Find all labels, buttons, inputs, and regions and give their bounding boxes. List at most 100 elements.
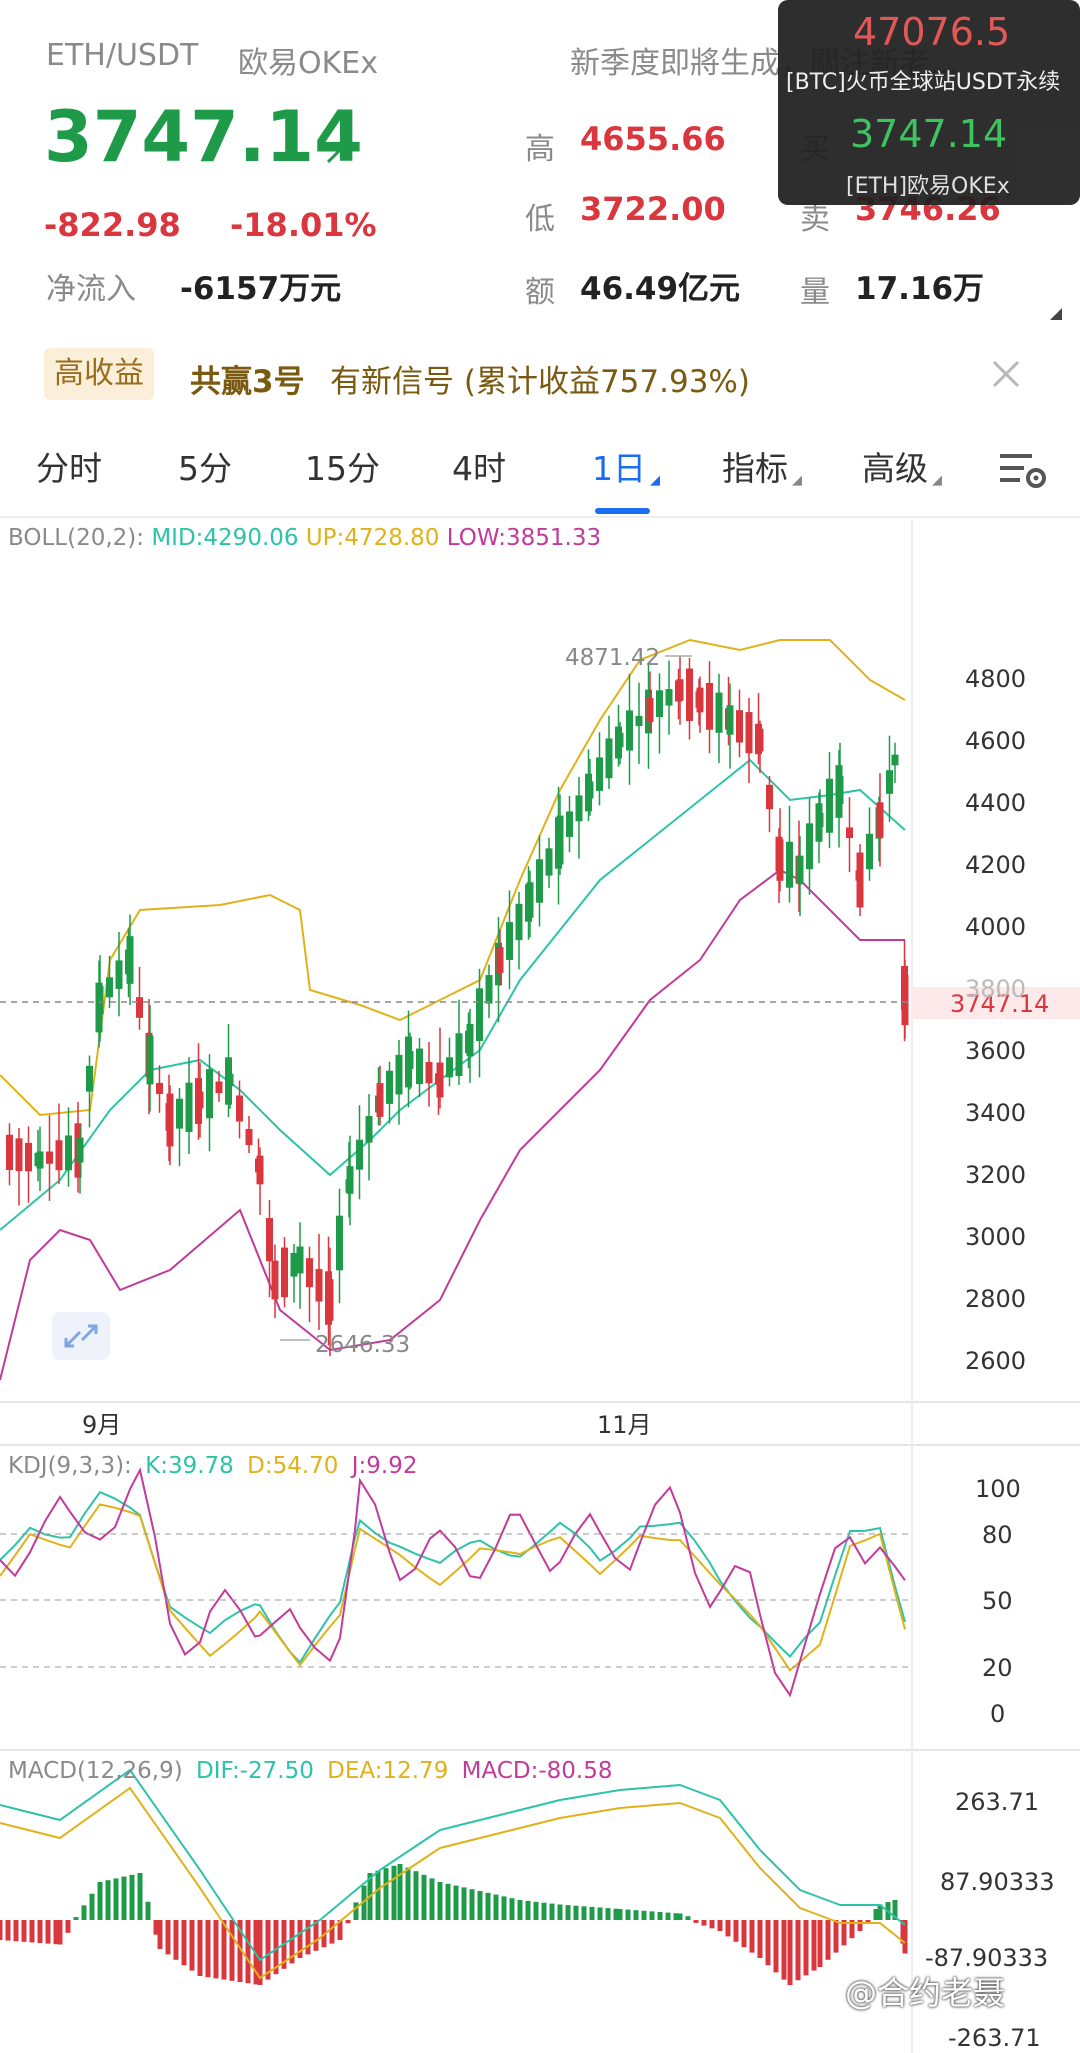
macd-bar [841, 1920, 847, 1946]
macd-legend: MACD(12,26,9) DIF:-27.50 DEA:12.79 MACD:… [8, 1758, 612, 1784]
macd-bar [469, 1889, 475, 1920]
macd-bar [257, 1920, 263, 1985]
candle-body [706, 682, 713, 730]
price-chart[interactable]: 3747.14 4871.42 2646.33 4800 4600 4400 4… [0, 520, 1080, 2053]
macd-bar [493, 1894, 499, 1920]
macd-bar [173, 1920, 179, 1960]
banner-title: 共赢3号 [190, 364, 305, 400]
candle-body [65, 1135, 72, 1171]
candle-body [215, 1081, 223, 1094]
candle-body [901, 974, 909, 1026]
macd-bar [353, 1902, 359, 1920]
pair-name: ETH/USDT [46, 38, 199, 73]
y-tick: 3000 [965, 1223, 1026, 1251]
candle-body [126, 936, 134, 984]
candle-body [96, 985, 104, 1015]
kdj-tick: 0 [990, 1700, 1005, 1728]
macd-bar [5, 1920, 11, 1941]
macd-bar [781, 1920, 787, 1980]
macd-bar [865, 1920, 871, 1922]
close-icon[interactable] [988, 356, 1024, 396]
candle-body [315, 1269, 323, 1302]
macd-bar [517, 1900, 523, 1920]
macd-bar [803, 1920, 809, 1976]
macd-bar [533, 1901, 539, 1920]
banner-tag: 高收益 [44, 348, 154, 400]
net-inflow-label: 净流入 [46, 272, 136, 307]
macd-dif-line [0, 1768, 906, 1962]
candle-body [586, 781, 594, 799]
tab-4hour[interactable]: 4时 [452, 449, 506, 488]
macd-bar [313, 1920, 319, 1951]
candle-body [665, 689, 673, 706]
macd-bar [137, 1873, 143, 1920]
eth-price: 3747.14 [850, 112, 1008, 156]
change-percent: -18.01% [230, 206, 377, 244]
settings-icon[interactable] [998, 450, 1048, 496]
candle-body [466, 1023, 474, 1057]
tab-advanced[interactable]: 高级 ◢ [862, 449, 942, 488]
candle-body [766, 784, 773, 810]
candle-body [266, 1218, 273, 1262]
candle-body [556, 815, 564, 865]
macd-bar [421, 1874, 427, 1920]
macd-bar [189, 1920, 195, 1971]
macd-dea-line [0, 1786, 906, 1980]
tab-15min[interactable]: 15分 [305, 449, 380, 488]
tab-5min[interactable]: 5分 [178, 449, 232, 488]
macd-bar [892, 1900, 898, 1920]
candle-body [136, 997, 143, 1018]
max-price-label: 4871.42 [565, 645, 660, 671]
macd-bar [305, 1920, 311, 1955]
macd-bar [581, 1906, 587, 1920]
macd-bar [205, 1920, 211, 1978]
high-value: 4655.66 [580, 120, 726, 158]
macd-bar [157, 1920, 163, 1949]
candle-body [176, 1098, 183, 1129]
macd-bar [121, 1876, 127, 1920]
candle-body [436, 1062, 444, 1098]
macd-bar [65, 1920, 71, 1933]
macd-bar [329, 1920, 335, 1944]
macd-bar [197, 1920, 203, 1976]
macd-bar [617, 1909, 623, 1920]
candle-body [891, 754, 899, 766]
macd-bar [757, 1920, 763, 1958]
tab-timeshare[interactable]: 分时 [36, 449, 102, 488]
corner-triangle-icon [1050, 305, 1062, 324]
candle-body [346, 1166, 354, 1194]
macd-bar [849, 1920, 855, 1939]
tab-indicators[interactable]: 指标 ◢ [722, 449, 802, 488]
macd-bar [213, 1920, 219, 1979]
candle-body [76, 1137, 84, 1163]
tab-1day[interactable]: 1日 ◢ [592, 449, 660, 488]
macd-bar [817, 1920, 823, 1967]
candle-body [536, 859, 543, 903]
macd-bar [693, 1920, 699, 1923]
macd-bar [833, 1920, 839, 1953]
macd-bar [625, 1909, 631, 1920]
candle-body [736, 710, 743, 743]
ticker-popup[interactable]: 47076.5 [BTC]火币全球站USDT永续 3747.14 [ETH]欧易… [778, 0, 1080, 205]
macd-bar [0, 1920, 3, 1940]
candle-body [55, 1140, 63, 1171]
candle-body [836, 776, 844, 804]
watermark: @合约老聂 [845, 1974, 1006, 2012]
y-tick: 3200 [965, 1161, 1026, 1189]
macd-bar [245, 1920, 251, 1984]
expand-icon[interactable] [52, 1312, 110, 1360]
candle-body [336, 1215, 343, 1271]
kdj-tick: 20 [982, 1654, 1013, 1682]
high-label: 高 [525, 132, 555, 167]
candle-body [6, 1134, 13, 1170]
signal-banner[interactable]: 高收益 共赢3号 有新信号 (累计收益757.93%) [0, 338, 1080, 418]
candle-body [866, 833, 873, 870]
candle-body [386, 1070, 393, 1104]
candle-body [726, 705, 734, 735]
net-inflow-value: -6157万元 [180, 271, 342, 307]
kdj-tick: 80 [982, 1521, 1013, 1549]
candle-body [626, 710, 633, 751]
y-tick: 4400 [965, 789, 1026, 817]
candle-body [416, 1048, 423, 1085]
macd-tick: -263.71 [948, 2024, 1041, 2052]
